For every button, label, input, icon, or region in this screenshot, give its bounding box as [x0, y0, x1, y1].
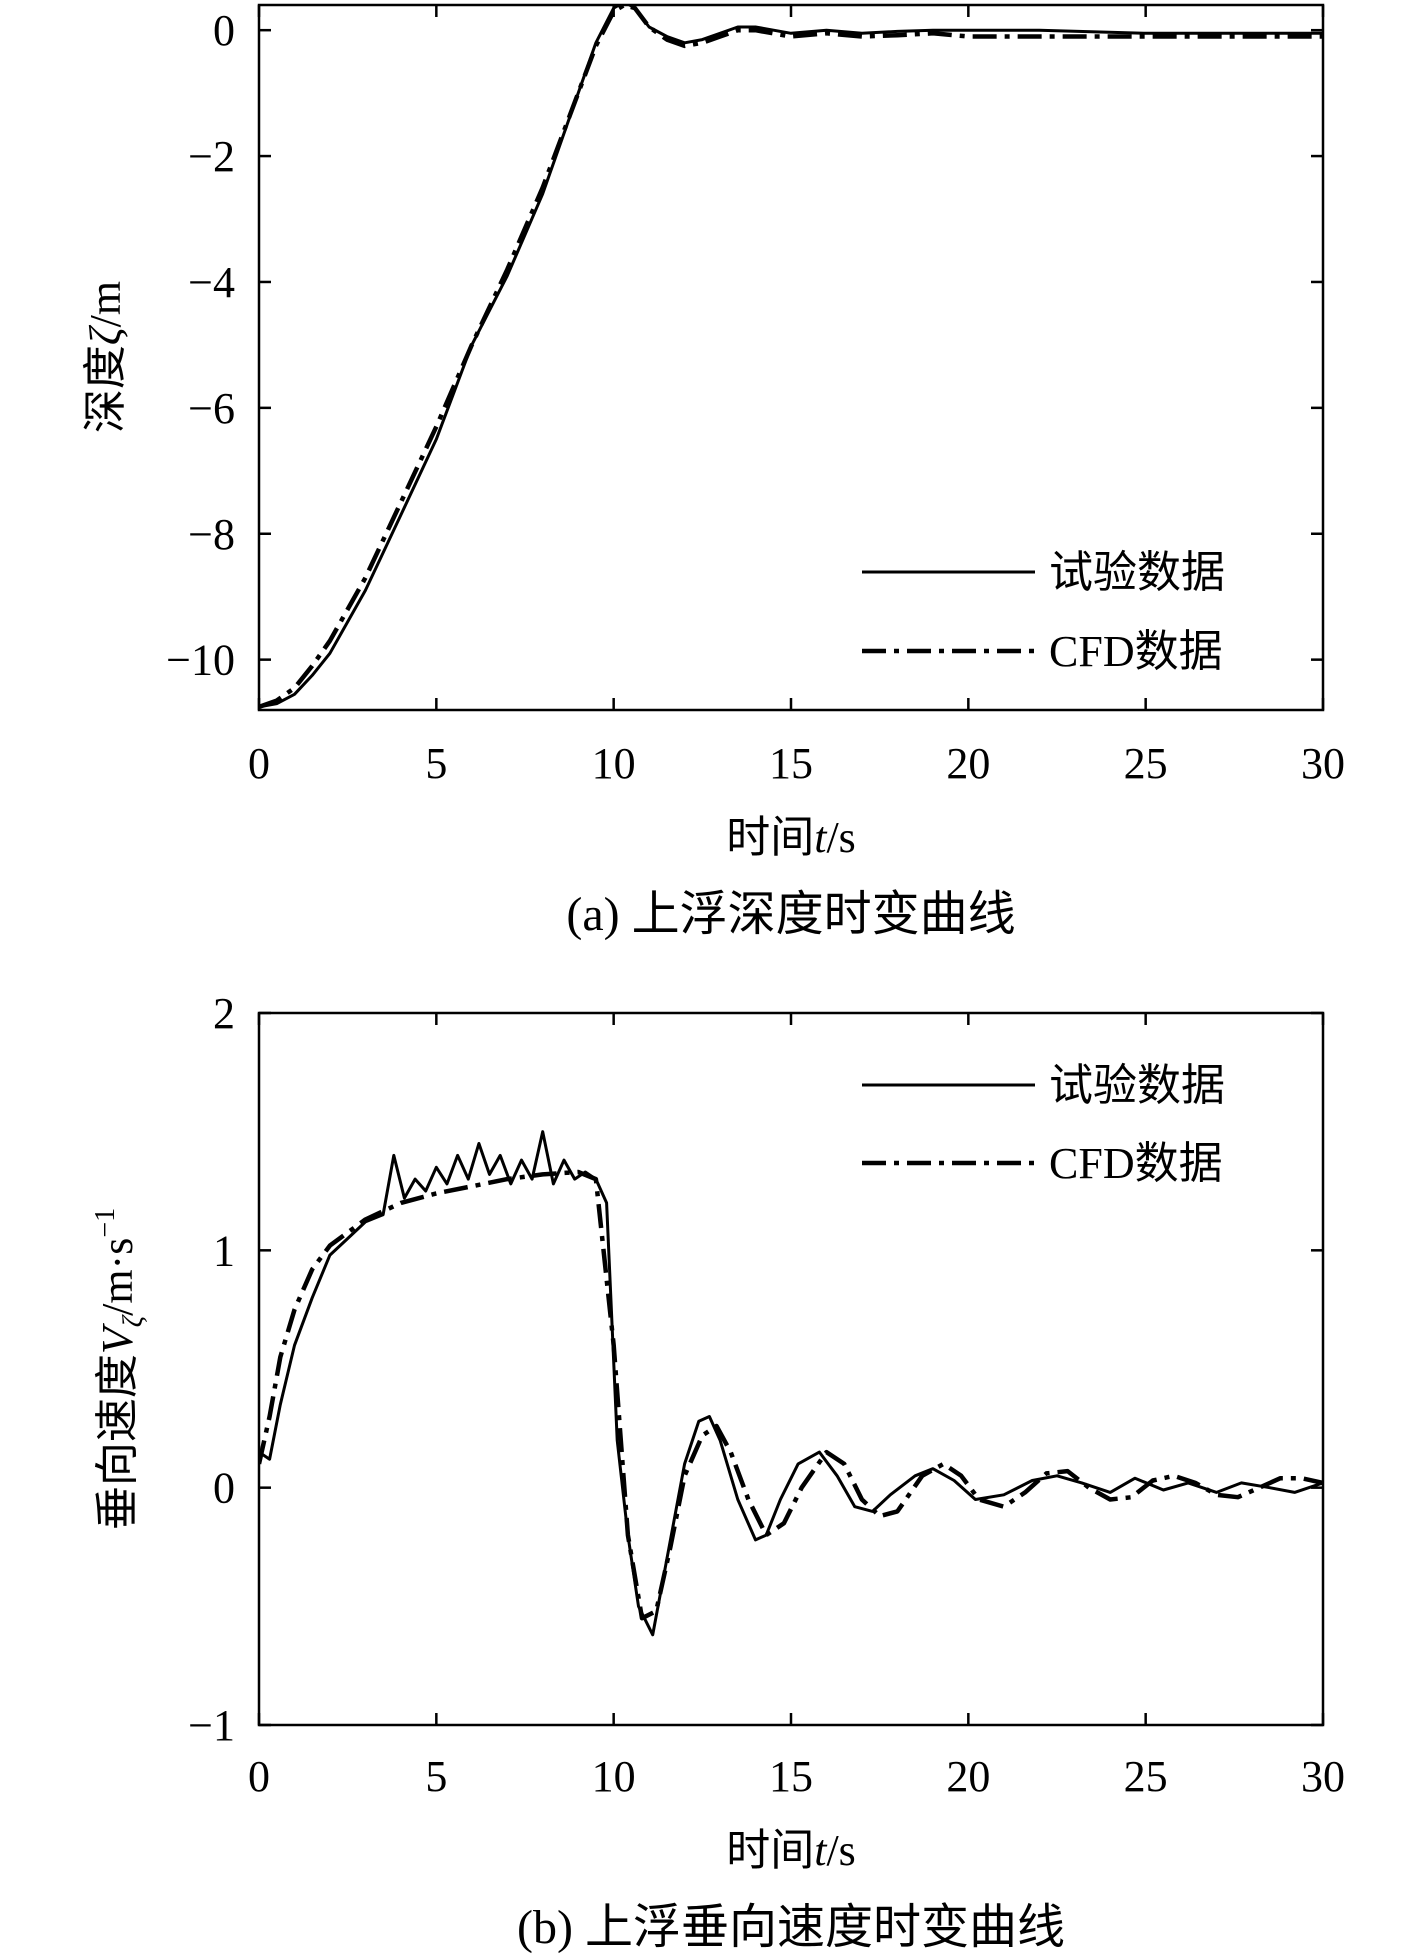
plot-frame — [257, 3, 1325, 712]
series-line-test — [259, 5, 1323, 709]
y-tick-label: −1 — [188, 1701, 235, 1750]
x-tick-label: 30 — [1301, 739, 1345, 788]
x-tick-label: 20 — [946, 1752, 990, 1801]
y-axis-label: 垂向速度Vζ/m·s−1 — [90, 1208, 149, 1530]
x-axis-label: 时间t/s — [726, 1826, 856, 1875]
x-axis-label: 时间t/s — [726, 813, 856, 862]
x-tick-label: 15 — [769, 1752, 813, 1801]
chart-caption: (a) 上浮深度时变曲线 — [566, 888, 1015, 941]
y-tick-label: −8 — [188, 510, 235, 559]
legend-label: 试验数据 — [1049, 548, 1225, 597]
y-tick-label: −10 — [166, 636, 235, 685]
legend: 试验数据 CFD数据 — [862, 548, 1225, 676]
x-tick-label: 20 — [946, 739, 990, 788]
x-tick-label: 25 — [1124, 739, 1168, 788]
y-tick-label: −4 — [188, 258, 235, 307]
y-tick-label: −2 — [188, 132, 235, 181]
x-tick-label: 5 — [425, 739, 447, 788]
y-tick-label: −6 — [188, 384, 235, 433]
chart-depth: 0 5 10 15 20 25 30 0 −2 −4 −6 −8 −10 时间t/s 深度ζ/m 试验数据 CF… — [81, 3, 1345, 941]
x-tick-label: 0 — [248, 739, 270, 788]
x-tick-label: 0 — [248, 1752, 270, 1801]
x-tick-label: 10 — [592, 739, 636, 788]
series-line-cfd — [259, 1169, 1323, 1621]
y-tick-label: 2 — [213, 989, 235, 1038]
x-tick-label: 10 — [592, 1752, 636, 1801]
legend-label: CFD数据 — [1049, 1139, 1223, 1188]
plot-frame — [257, 1011, 1325, 1727]
x-tick-label: 15 — [769, 739, 813, 788]
series-line-test — [259, 1130, 1323, 1637]
y-tick-label: 1 — [213, 1226, 235, 1275]
y-tick-label: 0 — [213, 1464, 235, 1513]
legend-label: 试验数据 — [1049, 1061, 1225, 1110]
legend-label: CFD数据 — [1049, 627, 1223, 676]
x-tick-label: 5 — [425, 1752, 447, 1801]
y-tick-label: 0 — [213, 6, 235, 55]
chart-velocity: 0 5 10 15 20 25 30 −1 0 1 2 时间t/s 垂向速度Vζ/m·s−1 试验数据 CF… — [90, 989, 1345, 1954]
chart-caption: (b) 上浮垂向速度时变曲线 — [517, 1901, 1065, 1954]
series-line-cfd — [259, 5, 1323, 710]
legend: 试验数据 CFD数据 — [862, 1061, 1225, 1188]
x-tick-label: 30 — [1301, 1752, 1345, 1801]
y-axis-label: 深度ζ/m — [81, 281, 130, 433]
x-tick-label: 25 — [1124, 1752, 1168, 1801]
